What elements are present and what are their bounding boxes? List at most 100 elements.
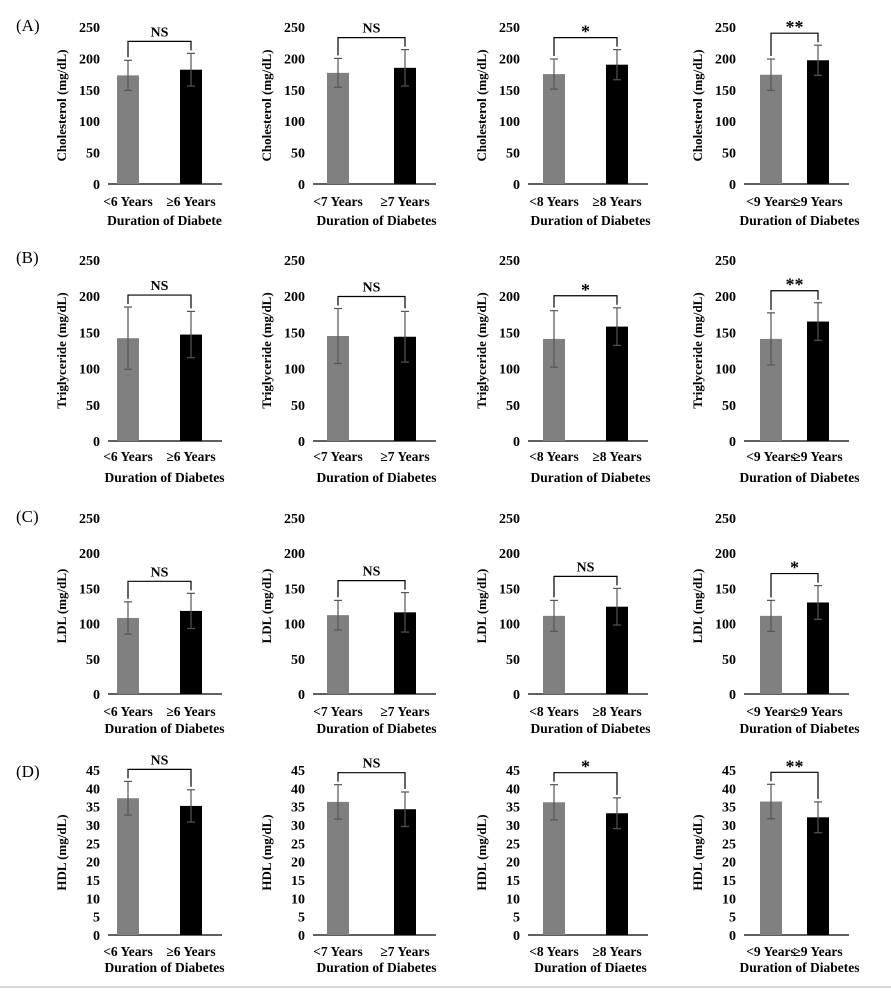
panel-r2-c2: 0 50 100 150 200 250 LDL (mg/dL) <8 Years ≥8 Yea… [474,512,651,736]
y-tick-label: 20 [291,856,305,871]
significance-bracket [553,295,618,308]
y-tick-label: 40 [86,782,100,797]
x-category-label: ≥6 Years [166,944,215,959]
x-category-label: ≥6 Years [166,704,215,719]
bar [394,612,416,694]
panel-r3-c3: 0 5 10 15 20 25 30 35 40 45 HDL (mg/dL) <9 Years≥9 … [690,756,860,975]
bar [606,64,628,184]
y-tick-label: 250 [79,254,100,269]
y-tick-label: 40 [291,782,305,797]
y-tick-label: 50 [86,147,100,162]
panel-r2-c0: 0 50 100 150 200 250 LDL (mg/dL) <6 Years ≥6 Yea… [54,512,225,736]
panel-r1-c3: 0 50 100 150 200 250 Triglyceride (mg/dL) <9 Ye… [690,254,860,485]
significance-label: ** [786,756,804,776]
bar [807,321,829,441]
significance-bracket [337,295,406,309]
significance-bracket [337,772,406,789]
x-category-label: ≥8 Years [592,944,641,959]
x-category-label: ≥7 Years [380,194,429,209]
y-tick-label: 50 [506,147,520,162]
bar [807,602,829,694]
y-axis-label: Triglyceride (mg/dL) [259,292,274,408]
x-category-label: <9 Years [746,449,796,464]
x-category-label: ≥8 Years [592,194,641,209]
y-tick-label: 150 [284,582,305,597]
y-tick-label: 100 [715,618,736,633]
panel-r3-c0: 0 5 10 15 20 25 30 35 40 45 HDL (mg/dL) <6 Years ≥6 … [54,753,225,975]
y-tick-label: 250 [715,254,736,269]
y-tick-label: 25 [86,837,100,852]
significance-label: NS [151,753,169,768]
row-label: (B) [16,248,39,267]
y-tick-label: 50 [86,653,100,668]
y-tick-label: 5 [513,911,520,926]
x-axis-label: Duration of Diabetes [317,470,437,485]
y-tick-label: 200 [79,52,100,67]
panel-r0-c0: 0 50 100 150 200 250 Cholesterol (mg/dL) <6 Yea… [54,21,222,228]
significance-bracket [553,575,618,598]
y-tick-label: 100 [79,618,100,633]
y-tick-label: 250 [284,254,305,269]
bar [543,802,565,935]
y-tick-label: 0 [729,688,736,703]
y-tick-label: 100 [79,363,100,378]
x-category-label: <7 Years [313,194,363,209]
y-tick-label: 50 [722,653,736,668]
panel-r2-c1: 0 50 100 150 200 250 LDL (mg/dL) <7 Years ≥7 Yea… [259,512,437,736]
significance-label: NS [363,565,381,580]
y-tick-label: 250 [499,21,520,36]
y-tick-label: 150 [715,326,736,341]
x-category-label: ≥9 Years [793,194,842,209]
y-tick-label: 45 [291,764,305,779]
significance-bracket [127,768,192,787]
y-axis-label: Triglyceride (mg/dL) [54,292,69,408]
bar [606,326,628,441]
bar [327,801,349,935]
y-tick-label: 150 [499,84,520,99]
y-tick-label: 100 [79,115,100,130]
y-tick-label: 150 [79,84,100,99]
y-tick-label: 250 [79,21,100,36]
bar [760,615,782,694]
significance-bracket [337,37,406,56]
x-axis-label: Duration of Diabete [107,213,222,228]
y-tick-label: 10 [86,892,100,907]
significance-label: * [790,558,799,578]
y-tick-label: 0 [93,178,100,193]
bar [327,615,349,694]
y-tick-label: 150 [499,582,520,597]
bar [327,336,349,441]
y-tick-label: 35 [86,801,100,816]
panel-r0-c3: 0 50 100 150 200 250 Cholesterol (mg/dL) <9 Yea… [690,17,860,228]
y-tick-label: 200 [284,547,305,562]
y-tick-label: 25 [291,837,305,852]
y-tick-label: 200 [499,290,520,305]
significance-label: NS [363,22,381,37]
y-tick-label: 5 [729,911,736,926]
x-category-label: <9 Years [746,704,796,719]
bar [760,74,782,184]
y-tick-label: 50 [506,653,520,668]
y-tick-label: 50 [722,399,736,414]
x-category-label: <7 Years [313,944,363,959]
y-tick-label: 100 [499,115,520,130]
y-tick-label: 40 [506,782,520,797]
significance-label: NS [363,757,381,772]
x-category-label: <9 Years [746,944,796,959]
significance-bracket [127,294,192,309]
y-tick-label: 250 [715,512,736,527]
x-axis-label: Duration of Diabetes [740,470,860,485]
significance-bracket [553,772,618,795]
x-category-label: <6 Years [103,449,153,464]
y-tick-label: 250 [499,512,520,527]
panel-r3-c2: 0 5 10 15 20 25 30 35 40 45 HDL (mg/dL) <8 Years ≥8 … [474,757,648,975]
bar [180,334,202,441]
y-tick-label: 200 [499,547,520,562]
significance-label: NS [151,565,169,580]
y-tick-label: 0 [729,435,736,450]
y-tick-label: 0 [93,435,100,450]
y-tick-label: 150 [715,84,736,99]
y-tick-label: 0 [298,929,305,944]
y-tick-label: 15 [506,874,520,889]
y-tick-label: 150 [79,582,100,597]
